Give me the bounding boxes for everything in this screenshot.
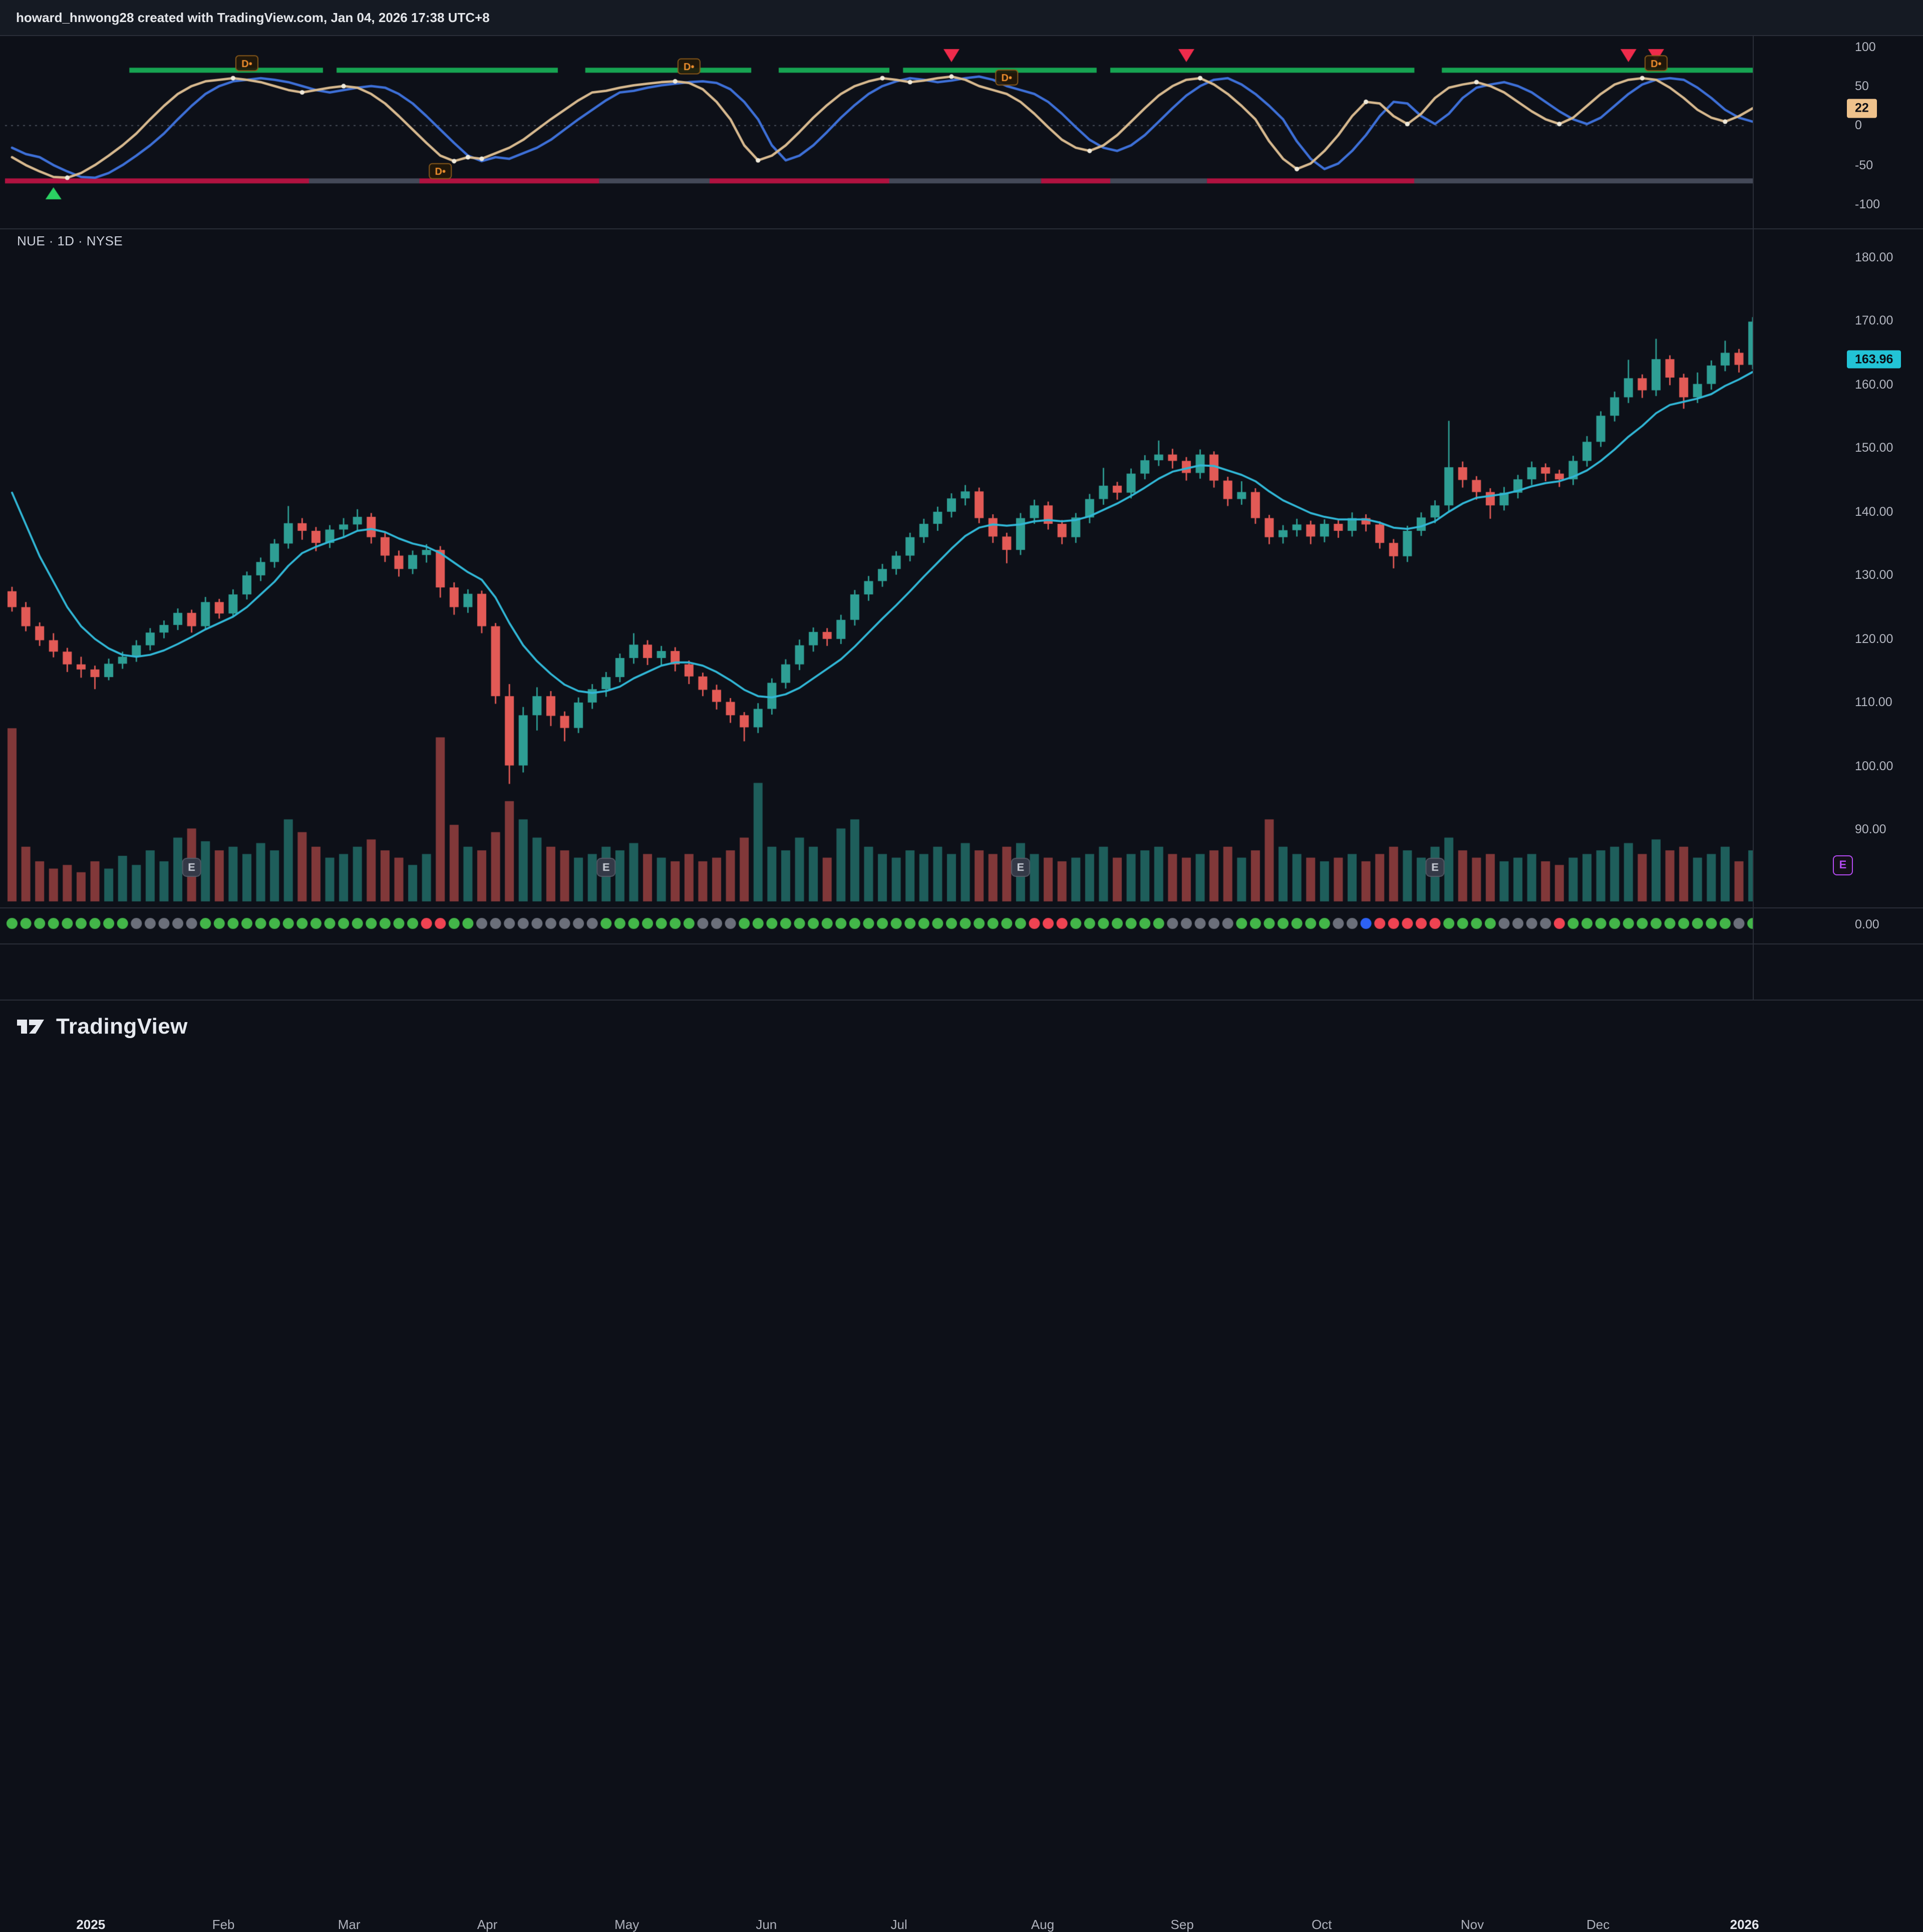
time-axis-label: Oct bbox=[1312, 1917, 1332, 1932]
earnings-axis-badge[interactable]: E bbox=[1833, 855, 1853, 875]
price-axis-label: 160.00 bbox=[1855, 377, 1893, 392]
tradingview-logo[interactable]: TradingView bbox=[16, 1014, 188, 1040]
signal-dots-pane[interactable] bbox=[0, 907, 1753, 943]
time-axis-label: 2026 bbox=[1730, 1917, 1759, 1932]
indicator-axis-label: 0 bbox=[1855, 118, 1862, 133]
tradingview-brand-name: TradingView bbox=[56, 1014, 188, 1039]
price-axis-label: 100.00 bbox=[1855, 759, 1893, 773]
attribution-bar: howard_hnwong28 created with TradingView… bbox=[0, 0, 1923, 35]
oscillator-indicator-pane[interactable] bbox=[0, 35, 1753, 228]
time-axis-label: May bbox=[614, 1917, 639, 1932]
pane-separator bbox=[0, 1000, 1923, 1001]
pane-separator[interactable] bbox=[0, 907, 1923, 908]
last-price-badge: 163.96 bbox=[1847, 350, 1901, 369]
indicator-axis-label: -100 bbox=[1855, 197, 1880, 212]
price-axis-label: 150.00 bbox=[1855, 441, 1893, 455]
time-axis[interactable]: 2025 Feb Mar Apr May Jun Jul Aug Sep Oct Nov Dec 202… bbox=[0, 943, 1759, 1932]
indicator-axis-label: 100 bbox=[1855, 40, 1876, 54]
dots-axis-zero-label: 0.00 bbox=[1855, 917, 1879, 931]
pane-separator bbox=[0, 35, 1923, 36]
time-axis-label: Feb bbox=[212, 1917, 235, 1932]
symbol-title[interactable]: NUE · 1D · NYSE bbox=[17, 233, 123, 248]
attribution-text: howard_hnwong28 created with TradingView… bbox=[16, 10, 490, 25]
pane-separator bbox=[0, 943, 1923, 944]
pane-separator[interactable] bbox=[0, 228, 1923, 229]
time-axis-label: Apr bbox=[477, 1917, 498, 1932]
indicator-axis-label: -50 bbox=[1855, 158, 1873, 172]
price-axis-label: 130.00 bbox=[1855, 568, 1893, 582]
price-candlestick-pane[interactable] bbox=[0, 228, 1753, 911]
time-axis-label: Mar bbox=[338, 1917, 361, 1932]
price-axis-label: 180.00 bbox=[1855, 250, 1893, 264]
time-axis-label: Dec bbox=[1586, 1917, 1610, 1932]
time-axis-label: Aug bbox=[1031, 1917, 1055, 1932]
price-axis-label: 120.00 bbox=[1855, 631, 1893, 646]
price-axis-label: 170.00 bbox=[1855, 313, 1893, 328]
time-axis-label: Sep bbox=[1170, 1917, 1194, 1932]
time-axis-label: Jul bbox=[890, 1917, 907, 1932]
price-axis-label: 90.00 bbox=[1855, 822, 1886, 837]
price-axis-label: 140.00 bbox=[1855, 504, 1893, 519]
indicator-axis-label: 50 bbox=[1855, 79, 1869, 93]
time-axis-label: Jun bbox=[756, 1917, 777, 1932]
price-axis-border bbox=[1753, 35, 1754, 1000]
price-axis-label: 110.00 bbox=[1855, 695, 1892, 710]
indicator-value-badge: 22 bbox=[1847, 99, 1877, 118]
time-axis-label: 2025 bbox=[76, 1917, 106, 1932]
tradingview-logo-mark-icon bbox=[16, 1016, 46, 1038]
time-axis-label: Nov bbox=[1460, 1917, 1484, 1932]
